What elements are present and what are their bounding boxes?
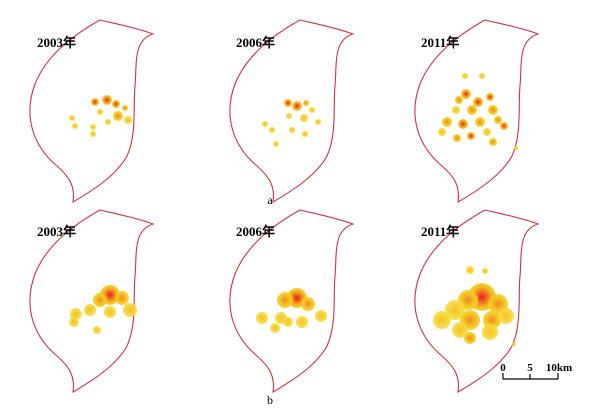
hotspot-blob — [256, 312, 268, 324]
map-panel-a-1 — [29, 19, 154, 203]
map-panel-b-2 — [229, 209, 354, 393]
year-label-a-1: 2003年 — [37, 35, 76, 50]
year-label-b-1: 2003年 — [37, 224, 76, 239]
hotspot-blob — [90, 131, 96, 137]
hotspot-blob — [479, 73, 485, 79]
hotspot-blob — [486, 93, 494, 101]
hotspot-blob — [93, 293, 107, 307]
hotspot-blob — [104, 306, 116, 318]
hotspot-blob — [467, 105, 477, 115]
hotspot-blob — [482, 268, 488, 274]
map-panel-a-3 — [414, 19, 539, 203]
hotspot-blob — [300, 114, 308, 122]
hotspot-blob — [458, 119, 468, 129]
hotspot-blob — [113, 111, 123, 121]
map-panel-a-2 — [229, 19, 354, 203]
hotspot-blob — [473, 97, 483, 107]
hotspot-blob — [90, 124, 96, 130]
year-label-b-3: 2011年 — [421, 224, 459, 239]
hotspot-blob — [309, 107, 315, 113]
hotspot-blob — [269, 127, 275, 133]
hotspot-blob — [302, 131, 308, 137]
hotspot-blob — [286, 113, 292, 119]
hotspot-blob — [438, 128, 446, 136]
hotspot-blob — [475, 117, 485, 127]
hotspot-blob — [124, 116, 132, 124]
hotspot-blob — [453, 134, 461, 142]
hotspot-blob — [72, 123, 78, 129]
hotspot-blob — [69, 115, 75, 121]
scale-tick-label-10: 10km — [546, 362, 572, 374]
map-panel-b-3 — [414, 209, 539, 393]
hotspot-blob — [84, 304, 96, 316]
hotspot-blob — [452, 322, 468, 338]
hotspot-blob — [97, 109, 103, 115]
hotspot-blob — [512, 342, 516, 346]
row-label-a: a — [267, 193, 273, 207]
row-label-b: b — [267, 393, 273, 407]
hotspot-blob — [277, 292, 293, 308]
hotspot-blob — [483, 128, 491, 136]
scale-tick-label-0: 0 — [500, 362, 506, 374]
year-label-b-2: 2006年 — [236, 224, 275, 239]
hotspot-blob — [514, 146, 518, 150]
hotspot-blob — [461, 89, 471, 99]
hotspot-blob — [289, 127, 295, 133]
hotspot-blob — [500, 122, 508, 130]
hotspot-blob — [464, 332, 476, 344]
hotspot-blob — [433, 311, 451, 329]
hotspot-blob — [442, 117, 452, 127]
hotspot-blob — [494, 116, 502, 124]
hotspot-blob — [482, 324, 498, 340]
hotspot-blob — [467, 132, 475, 140]
hotspot-blob — [466, 266, 474, 274]
hotspot-blob — [488, 105, 498, 115]
hotspot-blob — [262, 121, 268, 127]
scale-tick-label-5: 5 — [527, 362, 533, 374]
hotspot-blob — [69, 317, 79, 327]
hotspot-blob — [452, 106, 460, 114]
year-label-a-3: 2011年 — [421, 35, 459, 50]
hotspot-blob — [270, 323, 280, 333]
hotspot-blob — [489, 138, 497, 146]
hotspot-blob — [70, 308, 82, 320]
hotspot-blob — [498, 308, 514, 324]
hotspot-blob — [105, 119, 111, 125]
hotspot-blob — [315, 310, 327, 322]
hotspot-blob — [455, 96, 463, 104]
map-panel-b-1 — [29, 209, 154, 393]
hotspot-blob — [445, 300, 465, 320]
hotspot-blob — [284, 99, 292, 107]
hotspot-blob — [112, 100, 120, 108]
hotspot-blob — [123, 303, 137, 317]
hotspot-blob — [292, 101, 302, 111]
hotspot-blob — [273, 141, 279, 147]
hotspot-blob — [462, 73, 468, 79]
hotspot-blob — [91, 98, 99, 106]
hotspot-blob — [303, 100, 309, 106]
hotspot-blob — [296, 316, 308, 328]
hotspot-blob — [283, 317, 293, 327]
year-label-a-2: 2006年 — [236, 35, 275, 50]
scale-bar: 0 5 10km — [500, 362, 572, 380]
hotspot-blob — [315, 119, 321, 125]
hotspot-blob — [102, 95, 112, 105]
hotspot-blob — [93, 326, 101, 334]
hotspot-blob — [115, 291, 129, 305]
hotspot-blob — [301, 297, 315, 311]
hotspot-blob — [122, 105, 128, 111]
